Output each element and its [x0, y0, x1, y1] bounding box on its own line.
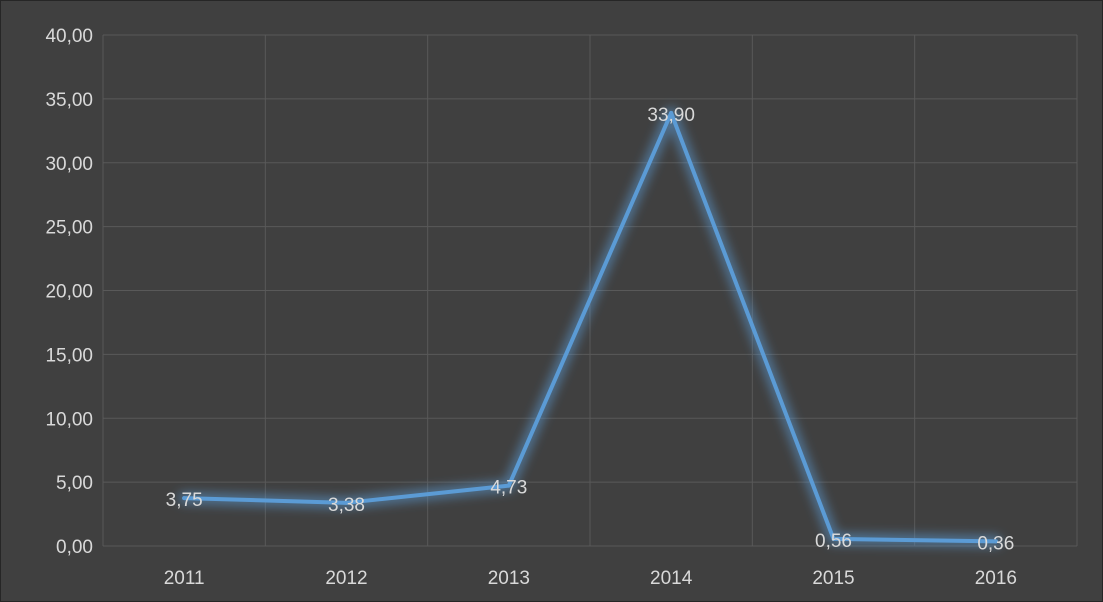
x-tick-label: 2012: [325, 568, 367, 589]
data-point: [182, 496, 187, 501]
y-tick-label: 40,00: [45, 26, 93, 47]
data-label: 0,36: [977, 533, 1014, 554]
data-point: [831, 536, 836, 541]
y-tick-label: 25,00: [45, 218, 93, 239]
x-tick-label: 2014: [650, 568, 693, 589]
data-point: [669, 110, 674, 115]
data-point: [344, 500, 349, 505]
y-tick-label: 20,00: [45, 282, 93, 303]
y-tick-label: 30,00: [45, 154, 93, 175]
data-point: [506, 483, 511, 488]
data-labels: 3,75 3,38 4,73 33,90 0,56 0,36: [166, 105, 1015, 554]
x-tick-label: 2015: [812, 568, 854, 589]
y-tick-label: 35,00: [45, 90, 93, 111]
x-tick-label: 2013: [488, 568, 530, 589]
y-tick-label: 10,00: [45, 409, 93, 430]
data-label: 4,73: [490, 478, 527, 499]
data-point: [993, 539, 998, 544]
axes: 0,00 5,00 10,00 15,00 20,00 25,00 30,00 35,00 40…: [45, 26, 1017, 589]
y-tick-label: 5,00: [56, 473, 93, 494]
series-line: [182, 110, 998, 544]
data-label: 0,56: [815, 531, 852, 552]
data-label: 33,90: [647, 105, 695, 126]
y-tick-label: 0,00: [56, 537, 93, 558]
x-tick-label: 2016: [975, 568, 1017, 589]
y-tick-label: 15,00: [45, 345, 93, 366]
x-tick-label: 2011: [164, 568, 205, 589]
series: [178, 106, 1002, 548]
data-label: 3,75: [166, 490, 203, 511]
data-label: 3,38: [328, 495, 365, 516]
